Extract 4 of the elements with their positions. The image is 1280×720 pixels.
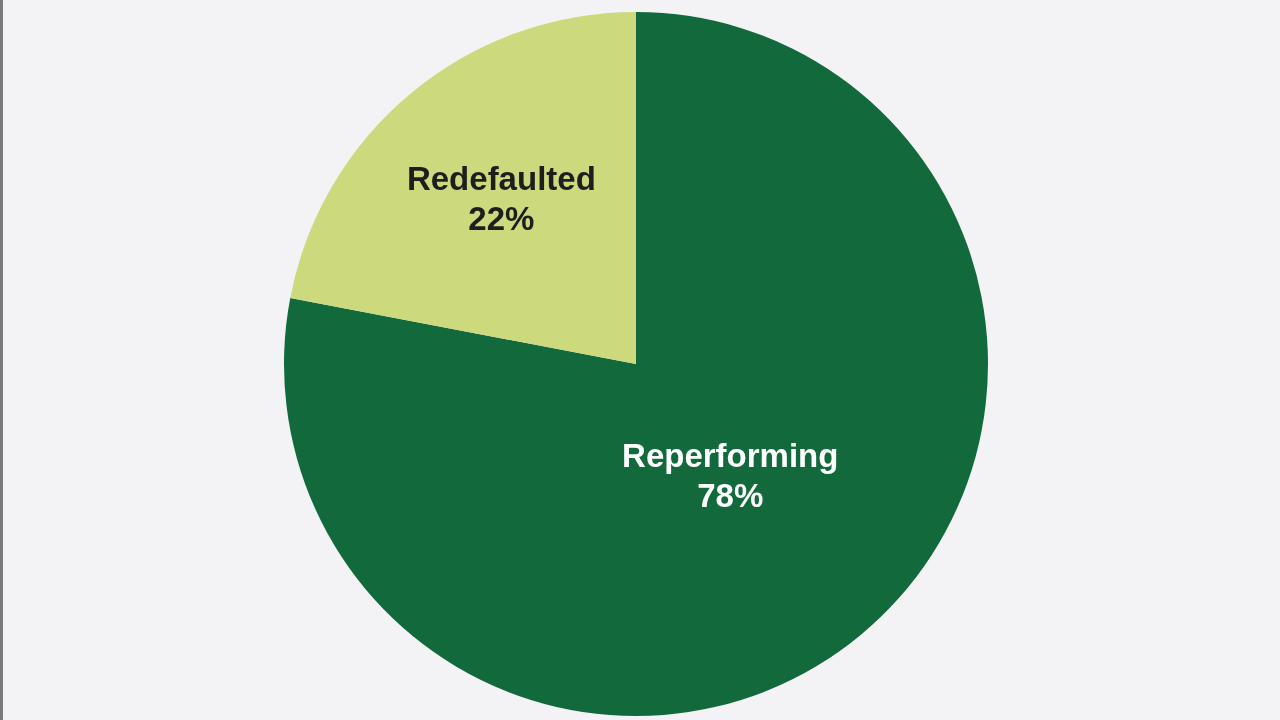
slice-label: Reperforming [622,437,839,475]
slice-label: Redefaulted [406,160,596,198]
data-label: 78% [697,477,764,515]
data-label: 22% [468,200,535,238]
